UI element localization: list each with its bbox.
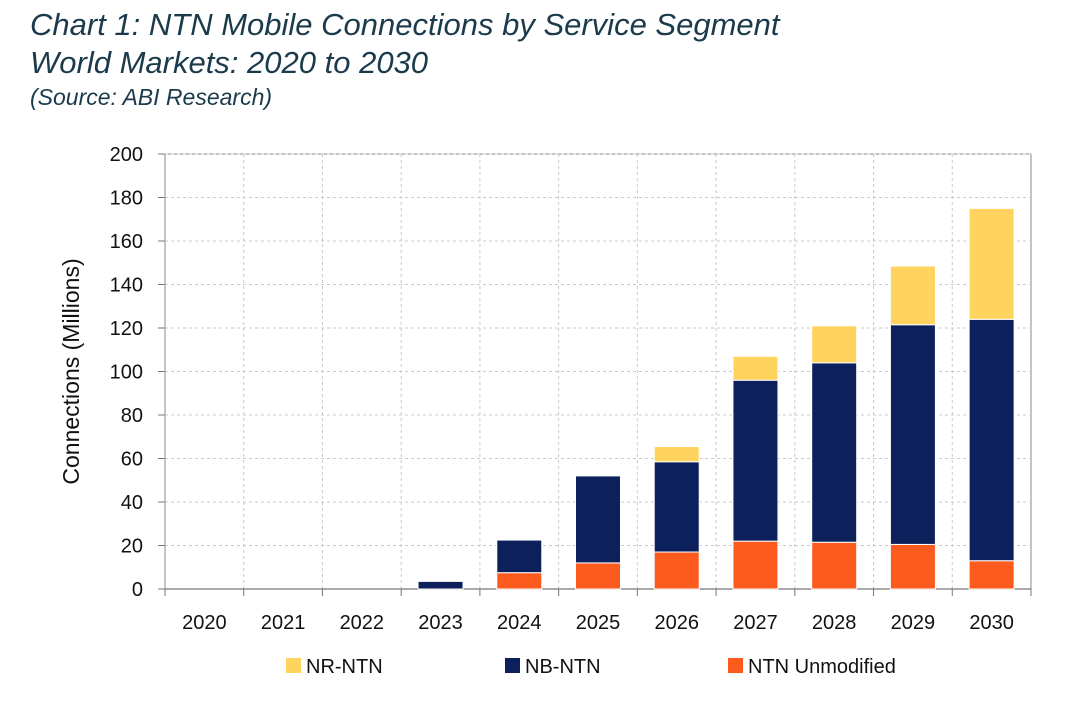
legend-swatch [286,658,301,673]
bar-segment [811,325,858,364]
y-tick-label: 120 [110,318,143,340]
bar-segment [732,540,779,590]
x-tick-label: 2028 [812,612,857,634]
bar-segment [811,541,858,590]
y-tick-label: 200 [110,144,143,166]
y-tick-label: 40 [121,492,143,514]
y-tick-label: 20 [121,536,143,558]
chart-subtitle: World Markets: 2020 to 2030 [30,45,429,80]
bar-segment [417,580,464,590]
bar-segment [496,572,543,590]
y-tick-label: 180 [110,188,143,210]
bar-segment [889,324,936,545]
bar-segment [575,562,621,590]
y-tick-label: 80 [121,405,143,427]
x-tick-label: 2026 [654,612,699,634]
bar-segment [496,539,543,574]
bar-segment [968,560,1015,590]
y-tick-label: 0 [132,579,143,601]
x-tick-label: 2029 [891,612,936,634]
x-tick-label: 2024 [497,612,542,634]
y-tick-label: 140 [110,275,143,297]
x-tick-label: 2025 [576,612,621,634]
bar-segment [811,362,858,543]
title-block: Chart 1: NTN Mobile Connections by Servi… [30,6,780,112]
legend-swatch [505,658,520,673]
x-tick-label: 2027 [733,612,778,634]
bar-segment [968,207,1015,320]
y-tick-label: 100 [110,362,143,384]
chart-title: Chart 1: NTN Mobile Connections by Servi… [30,7,780,42]
y-tick-label: 60 [121,449,143,471]
x-tick-label: 2022 [340,612,385,634]
x-tick-label: 2021 [261,612,306,634]
bar-segment [732,379,779,542]
bar-segment [575,475,621,564]
bar-segment [889,543,936,590]
x-tick-label: 2030 [969,612,1014,634]
legend-swatch [728,658,743,673]
y-tick-label: 160 [110,231,143,253]
bar-segment [653,551,700,590]
bar-segment [653,461,700,553]
legend-label: NTN Unmodified [748,656,896,678]
x-tick-label: 2020 [182,612,227,634]
bar-segment [653,446,700,463]
bar-segment [968,318,1015,562]
legend-label: NB-NTN [525,656,601,678]
y-axis-label: Connections (Millions) [58,258,84,484]
legend-label: NR-NTN [306,656,383,678]
chart-source: (Source: ABI Research) [30,84,273,110]
x-tick-label: 2023 [418,612,463,634]
bar-segment [889,265,936,326]
bar-segment [732,355,779,381]
